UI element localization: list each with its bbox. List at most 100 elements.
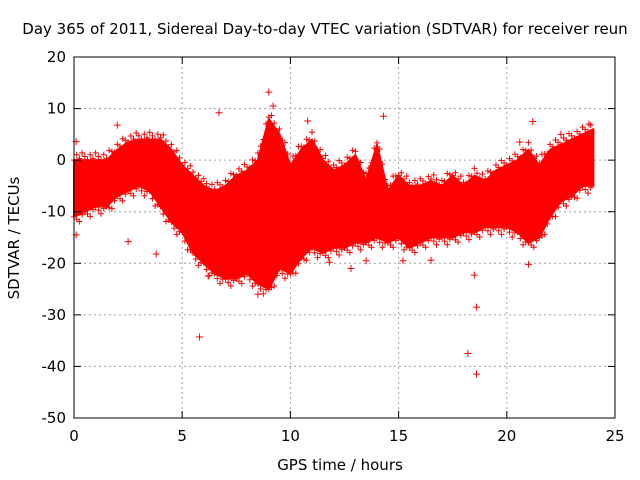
data-point bbox=[208, 181, 215, 188]
data-point bbox=[219, 184, 226, 191]
data-point bbox=[303, 257, 310, 264]
data-point bbox=[89, 155, 96, 162]
data-point bbox=[484, 227, 491, 234]
data-point bbox=[300, 144, 307, 151]
data-point bbox=[465, 236, 472, 243]
data-point bbox=[517, 154, 524, 161]
data-point bbox=[171, 225, 178, 232]
y-tick-label: 10 bbox=[47, 100, 66, 118]
data-point bbox=[303, 136, 310, 143]
data-point bbox=[254, 290, 262, 298]
data-point bbox=[173, 147, 180, 154]
data-point bbox=[149, 195, 156, 202]
data-point bbox=[160, 211, 167, 218]
data-point bbox=[422, 244, 429, 251]
data-point bbox=[292, 152, 299, 159]
data-point bbox=[411, 177, 418, 184]
data-point bbox=[146, 129, 153, 136]
x-tick-label: 15 bbox=[389, 427, 408, 445]
data-point bbox=[246, 276, 253, 283]
data-point bbox=[403, 173, 410, 180]
data-point bbox=[373, 234, 380, 241]
data-point bbox=[279, 270, 286, 277]
data-point bbox=[192, 256, 199, 263]
data-point bbox=[249, 156, 256, 163]
y-tick-label: -40 bbox=[42, 357, 67, 375]
data-point bbox=[428, 175, 435, 182]
data-point bbox=[84, 157, 91, 164]
data-point bbox=[76, 218, 83, 225]
data-point bbox=[141, 192, 148, 199]
data-point bbox=[587, 184, 594, 191]
data-point bbox=[284, 271, 291, 278]
data-point bbox=[506, 229, 513, 236]
data-point bbox=[103, 203, 110, 210]
data-point bbox=[382, 240, 389, 247]
data-point bbox=[514, 229, 521, 236]
data-point bbox=[144, 134, 151, 141]
data-point bbox=[522, 147, 529, 154]
data-point bbox=[215, 109, 223, 117]
data-point bbox=[225, 279, 232, 286]
data-point bbox=[141, 131, 148, 138]
data-point bbox=[200, 260, 207, 267]
data-band bbox=[73, 117, 595, 291]
data-point bbox=[181, 159, 188, 166]
data-point bbox=[269, 102, 277, 110]
data-point bbox=[319, 155, 326, 162]
data-point bbox=[509, 233, 516, 240]
data-point bbox=[311, 249, 318, 256]
data-point bbox=[246, 164, 253, 171]
data-point bbox=[352, 148, 359, 155]
data-point bbox=[92, 203, 99, 210]
data-point bbox=[95, 153, 102, 160]
data-point bbox=[227, 282, 234, 289]
data-point bbox=[473, 303, 481, 311]
data-point bbox=[482, 175, 489, 182]
data-point bbox=[376, 146, 383, 153]
data-point bbox=[495, 164, 502, 171]
data-point bbox=[273, 272, 280, 279]
plot-border bbox=[73, 56, 616, 419]
data-point bbox=[271, 120, 278, 127]
data-point bbox=[317, 146, 324, 153]
data-point bbox=[206, 185, 213, 192]
data-point bbox=[403, 244, 410, 251]
data-point bbox=[398, 169, 405, 176]
data-point bbox=[452, 169, 459, 176]
data-point bbox=[106, 204, 113, 211]
data-point bbox=[208, 269, 215, 276]
data-point bbox=[455, 239, 462, 246]
data-point bbox=[411, 249, 418, 256]
data-point bbox=[433, 241, 440, 248]
data-point bbox=[476, 175, 483, 182]
data-point bbox=[152, 136, 159, 143]
data-point bbox=[217, 280, 224, 287]
data-point bbox=[522, 238, 529, 245]
data-point bbox=[529, 117, 537, 125]
data-point bbox=[552, 213, 559, 220]
y-axis-label: SDTVAR / TECUs bbox=[5, 176, 23, 299]
data-point bbox=[414, 242, 421, 249]
data-point bbox=[314, 254, 321, 261]
data-point bbox=[401, 175, 408, 182]
data-point bbox=[287, 162, 294, 169]
data-point bbox=[363, 170, 370, 177]
data-point bbox=[284, 150, 291, 157]
data-point bbox=[406, 179, 413, 186]
data-point bbox=[422, 180, 429, 187]
data-point bbox=[116, 143, 123, 150]
data-point bbox=[281, 275, 288, 282]
data-series bbox=[71, 88, 595, 378]
data-point bbox=[295, 260, 302, 267]
data-point bbox=[325, 254, 332, 261]
data-point bbox=[119, 197, 126, 204]
data-point bbox=[395, 234, 402, 241]
data-point bbox=[200, 175, 207, 182]
data-point bbox=[111, 197, 118, 204]
data-point bbox=[463, 232, 470, 239]
x-tick-label: 5 bbox=[177, 427, 187, 445]
data-point bbox=[465, 172, 472, 179]
data-point bbox=[576, 130, 583, 137]
data-point bbox=[430, 171, 437, 178]
